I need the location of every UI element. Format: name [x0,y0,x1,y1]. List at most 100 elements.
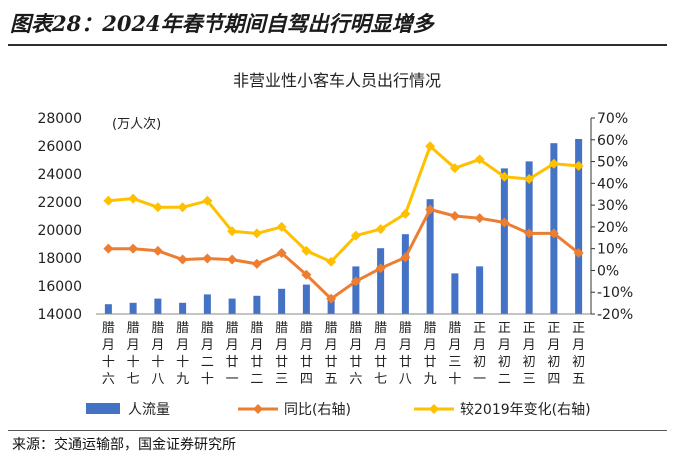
data-point [128,193,139,204]
data-point [499,217,510,228]
y-right-tick-label: 0% [597,263,619,279]
bar [104,304,112,314]
bar [203,294,211,314]
bar [500,168,508,314]
y-right-tick-label: 40% [597,176,628,192]
data-point [103,195,114,206]
data-point [524,228,535,239]
x-tick-label: 腊月十六 [102,321,115,387]
x-tick-label: 腊月十八 [151,321,164,387]
data-point [548,228,559,239]
x-tick-label: 正月初一 [473,321,486,387]
bar [129,302,137,314]
bar [575,139,583,314]
bar [228,298,236,314]
source-note: 来源：交通运输部，国金证券研究所 [12,437,236,453]
y-right-tick-label: 50% [597,155,628,171]
x-tick-label: 腊月廿八 [399,321,412,387]
y-right-tick-label: 30% [597,198,628,214]
legend-swatch [86,403,120,414]
x-tick-label: 腊月廿六 [349,321,362,387]
x-tick-label: 正月初三 [523,321,536,387]
data-point [276,221,287,232]
y-right-tick-label: -20% [597,307,633,323]
legend-label: 人流量 [128,402,170,418]
y-right-tick-label: -10% [597,285,633,301]
data-point [202,195,213,206]
x-tick-label: 腊月廿四 [300,321,313,387]
data-point [350,276,361,287]
bar [476,266,484,314]
x-tick-label: 腊月廿九 [424,321,437,387]
y-axis-right: -20% -10% 0% 10% 20% 30% 40% 50% 60% 70% [590,111,633,323]
x-tick-label: 腊月廿二 [250,321,263,387]
data-point [548,158,559,169]
y-left-tick-label: 28000 [37,111,82,127]
source-divider [8,430,667,431]
title-divider [8,44,667,46]
bar [426,199,434,314]
x-tick-label: 腊月廿一 [226,321,239,387]
y-left-tick-label: 14000 [37,307,82,323]
y-left-tick-label: 18000 [37,251,82,267]
legend: 人流量 同比(右轴) 较2019年变化(右轴) [86,402,591,418]
chart-title: 非营业性小客车人员出行情况 [233,71,441,90]
data-point [152,202,163,213]
x-tick-label: 正月初五 [572,321,585,387]
y-left-tick-label: 24000 [37,167,82,183]
data-point [573,248,584,259]
bar [451,273,459,314]
data-point [449,163,460,174]
y-right-tick-label: 10% [597,242,628,258]
bar [327,300,335,314]
data-point [177,254,188,265]
y-right-tick-label: 70% [597,111,628,127]
data-point [400,208,411,219]
data-point [474,213,485,224]
data-point [474,154,485,165]
bar [352,266,360,314]
data-point [524,173,535,184]
data-point [103,243,114,254]
data-point [301,269,312,280]
figure-title: 图表28：2024年春节期间自驾出行明显增多 [10,11,434,36]
line-series [103,141,584,304]
x-tick-label: 腊月三十 [448,321,461,387]
y-left-tick-label: 16000 [37,279,82,295]
bar [278,288,286,314]
data-point [202,253,213,264]
data-point [227,254,238,265]
y-right-tick-label: 20% [597,220,628,236]
y-left-tick-label: 26000 [37,139,82,155]
data-point [152,245,163,256]
data-point [350,230,361,241]
legend-label: 同比(右轴) [284,402,351,418]
x-tick-label: 正月初二 [498,321,511,387]
legend-marker [253,404,263,414]
bar [179,302,187,314]
x-tick-label: 腊月十七 [127,321,140,387]
bar [154,298,162,314]
data-point [227,226,238,237]
x-tick-label: 腊月十九 [176,321,189,387]
x-tick-label: 腊月二十 [201,321,214,387]
series-line [108,144,579,264]
data-point [400,252,411,263]
data-point [276,248,287,259]
x-tick-label: 正月初四 [547,321,560,387]
data-point [301,245,312,256]
bar [253,295,261,314]
y-axis-left: 14000 16000 18000 20000 22000 24000 26000 28000 [37,111,82,323]
x-tick-label: 腊月廿五 [325,321,338,387]
x-axis-labels: 腊月十六腊月十七腊月十八腊月十九腊月二十腊月廿一腊月廿二腊月廿三腊月廿四腊月廿五… [102,321,585,387]
data-point [425,204,436,215]
legend-label: 较2019年变化(右轴) [460,402,591,418]
legend-marker [429,404,439,414]
bar [401,234,409,314]
chart: 非营业性小客车人员出行情况 (万人次) 14000 16000 18000 20000… [37,71,633,418]
y-left-unit-label: (万人次) [112,116,161,132]
bar [302,284,310,314]
x-tick-label: 腊月廿三 [275,321,288,387]
data-point [251,228,262,239]
data-point [375,263,386,274]
